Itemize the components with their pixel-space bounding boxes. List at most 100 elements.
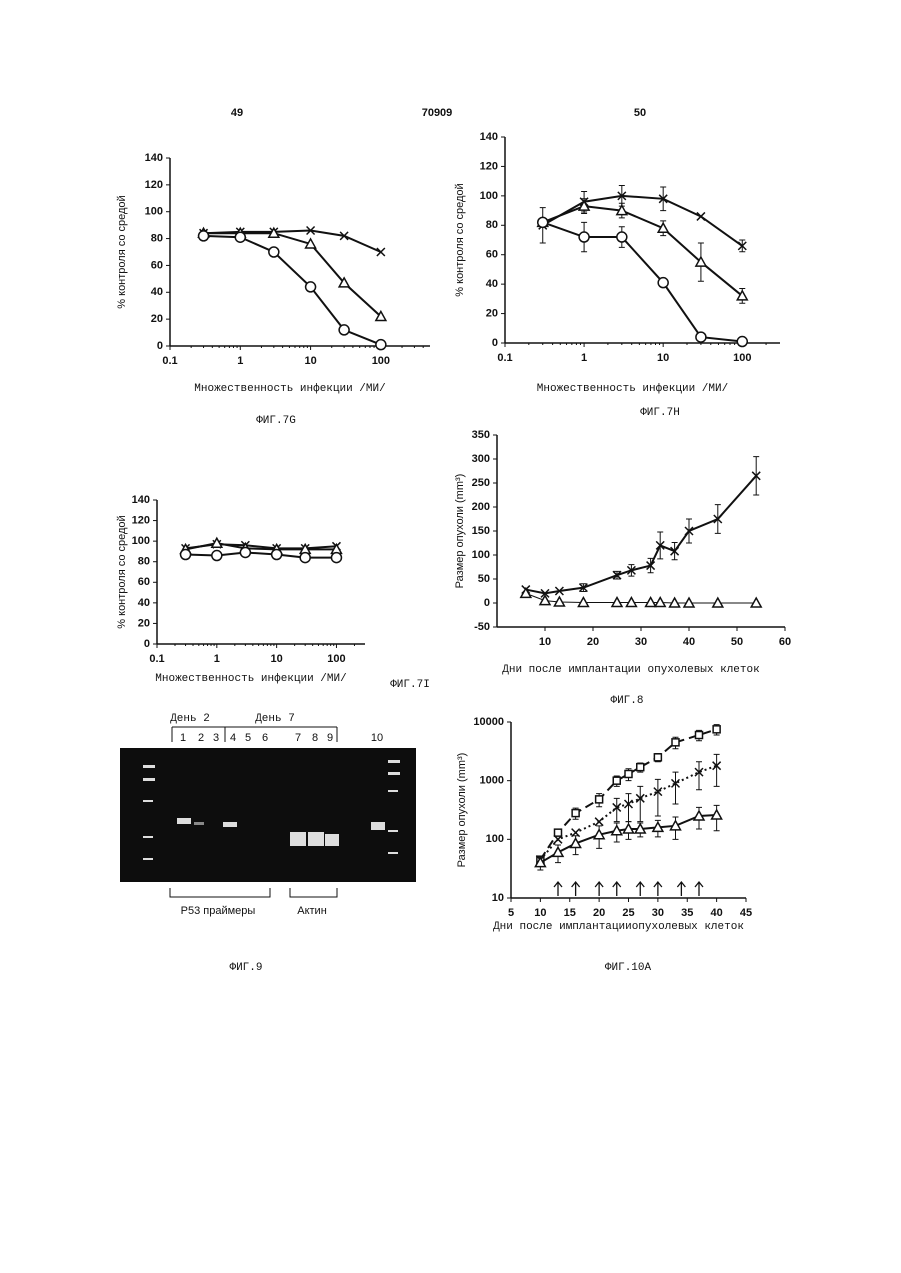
point xyxy=(658,278,668,288)
x-axis-label: Множественность инфекции /МИ/ xyxy=(194,382,385,395)
point xyxy=(697,212,705,220)
x-axis-label: Дни после имплантацииопухолевых клеток xyxy=(493,921,744,933)
caption: ФИГ.8 xyxy=(610,695,643,707)
y-tick-label: 140 xyxy=(132,494,150,506)
y-tick-label: 200 xyxy=(472,501,490,513)
point xyxy=(572,810,579,817)
x-tick-label: 0.1 xyxy=(149,653,164,665)
y-tick-label: 20 xyxy=(151,313,163,325)
y-tick-label: 80 xyxy=(486,219,498,231)
x-tick-label: 15 xyxy=(564,907,576,919)
arrow xyxy=(613,882,621,896)
bracket xyxy=(170,888,337,897)
lane-number: 6 xyxy=(262,732,268,744)
x-tick-label: 10 xyxy=(534,907,546,919)
chart: -50050100150200250300350102030405060Дни … xyxy=(454,429,791,707)
y-tick-label: 140 xyxy=(480,131,498,143)
y-tick-label: 0 xyxy=(144,638,150,650)
y-tick-label: 350 xyxy=(472,429,490,441)
y-tick-label: 60 xyxy=(486,249,498,261)
point xyxy=(617,232,627,242)
x-tick-label: 40 xyxy=(683,636,695,648)
point xyxy=(300,553,310,563)
page-number: 50 xyxy=(634,107,646,119)
lane-number: 3 xyxy=(213,732,219,744)
gel-label: P53 праймеры xyxy=(181,905,256,917)
x-tick-label: 100 xyxy=(327,653,345,665)
error-bar xyxy=(626,794,632,822)
y-tick-label: 100 xyxy=(132,535,150,547)
x-tick-label: 10 xyxy=(539,636,551,648)
point xyxy=(269,247,279,257)
lane-number: 8 xyxy=(312,732,318,744)
lane-number: 2 xyxy=(198,732,204,744)
y-axis-label: Размер опухоли (mm³) xyxy=(456,753,468,868)
x-tick-label: 25 xyxy=(622,907,634,919)
point xyxy=(596,796,603,803)
error-bar xyxy=(696,762,702,790)
y-tick-label: 0 xyxy=(484,597,490,609)
lane-number: 4 xyxy=(230,732,236,744)
y-tick-label: 100 xyxy=(486,833,504,845)
chart: 0204060801001201400.1110100Множественнос… xyxy=(116,152,430,427)
series-line xyxy=(526,476,756,594)
x-tick-label: 30 xyxy=(652,907,664,919)
chart: 1010010001000051015202530354045Дни после… xyxy=(456,716,752,974)
page-number: 49 xyxy=(231,107,243,119)
x-tick-label: 0.1 xyxy=(162,355,177,367)
y-axis-label: % контроля со средой xyxy=(116,515,128,628)
y-tick-label: 20 xyxy=(138,617,150,629)
y-tick-label: 10000 xyxy=(473,716,504,728)
point xyxy=(339,325,349,335)
lane-number: 5 xyxy=(245,732,251,744)
chart: 0204060801001201400.1110100Множественнос… xyxy=(116,494,430,691)
point xyxy=(376,340,386,350)
point xyxy=(613,777,620,784)
arrow xyxy=(654,882,662,896)
gel-image xyxy=(120,748,416,882)
lane-number: 1 xyxy=(180,732,186,744)
y-axis-label: Размер опухоли (mm³) xyxy=(454,474,466,589)
x-tick-label: 40 xyxy=(711,907,723,919)
x-tick-label: 5 xyxy=(508,907,514,919)
y-tick-label: 120 xyxy=(145,179,163,191)
y-tick-label: -50 xyxy=(474,621,490,633)
gel-figure: День 2 День 7 P53 праймеры Актин ФИГ.9 xyxy=(120,713,416,974)
x-axis-label: Дни после имплантации опухолевых клеток xyxy=(502,664,759,676)
caption: ФИГ.10A xyxy=(605,962,652,974)
x-tick-label: 1 xyxy=(214,653,220,665)
y-tick-label: 100 xyxy=(472,549,490,561)
y-tick-label: 20 xyxy=(486,307,498,319)
error-bar xyxy=(673,772,679,804)
series-line xyxy=(543,206,743,296)
y-tick-label: 140 xyxy=(145,152,163,164)
point xyxy=(654,754,661,761)
day-label: День 2 xyxy=(170,713,210,725)
chart: 0204060801001201400.1110100Множественнос… xyxy=(454,131,780,419)
y-tick-label: 1000 xyxy=(480,775,504,787)
point xyxy=(696,332,706,342)
x-tick-label: 30 xyxy=(635,636,647,648)
x-tick-label: 10 xyxy=(657,352,669,364)
point xyxy=(235,232,245,242)
y-tick-label: 120 xyxy=(480,160,498,172)
series-line xyxy=(543,222,743,341)
y-tick-label: 100 xyxy=(480,190,498,202)
x-tick-label: 10 xyxy=(304,355,316,367)
caption: ФИГ.9 xyxy=(229,962,262,974)
error-bar xyxy=(637,786,643,821)
series-line xyxy=(543,196,743,246)
y-axis-label: % контроля со средой xyxy=(454,183,466,296)
lane-number: 10 xyxy=(371,732,383,744)
point xyxy=(199,231,209,241)
lane-number: 7 xyxy=(295,732,301,744)
point xyxy=(331,553,341,563)
caption: ФИГ.7G xyxy=(256,415,296,427)
x-tick-label: 100 xyxy=(733,352,751,364)
series-line xyxy=(186,552,337,557)
arrow xyxy=(695,882,703,896)
x-tick-label: 20 xyxy=(593,907,605,919)
patent-number: 70909 xyxy=(422,107,453,119)
gel-label: Актин xyxy=(297,905,327,917)
point xyxy=(553,847,563,856)
